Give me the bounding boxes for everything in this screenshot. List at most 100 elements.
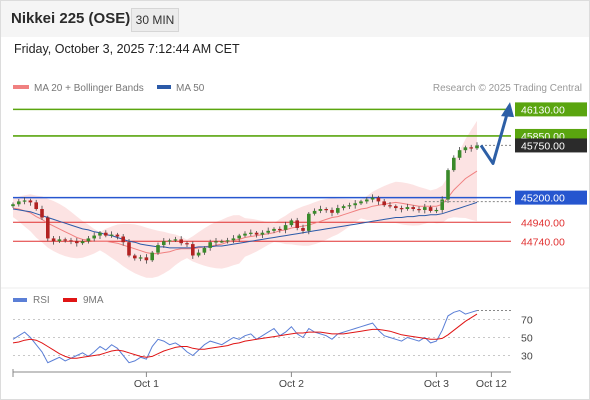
candle-body xyxy=(115,234,120,237)
bollinger-band xyxy=(13,120,477,278)
x-tick-label: Oct 12 xyxy=(476,378,507,390)
projection-arrowhead xyxy=(501,102,514,118)
candle-body xyxy=(104,232,108,236)
candle-body xyxy=(22,200,27,202)
candle-body xyxy=(225,240,230,242)
candle-body xyxy=(179,239,183,244)
level-label: 44940.00 xyxy=(521,217,565,229)
candle-body xyxy=(399,208,404,210)
candle-body xyxy=(162,241,166,246)
candle-body xyxy=(446,170,450,200)
chart-header: Nikkei 225 (OSE) 30 MIN xyxy=(1,1,589,37)
candle-body xyxy=(220,241,224,243)
candle-body xyxy=(202,247,207,253)
candle-body xyxy=(243,233,247,236)
candle-body xyxy=(167,240,172,242)
candle-body xyxy=(34,202,38,209)
candle-body xyxy=(405,207,410,209)
ma50-line xyxy=(12,201,478,249)
rsi-tick-label: 30 xyxy=(521,351,533,363)
candle-body xyxy=(370,197,375,200)
candle-body xyxy=(208,242,212,248)
candle-body xyxy=(411,207,415,209)
candle-body xyxy=(98,232,102,236)
candle-body xyxy=(17,201,21,205)
legend-swatch-ma20 xyxy=(13,85,29,89)
candle-body xyxy=(109,234,114,236)
candle-body xyxy=(11,204,15,207)
rsi-line xyxy=(12,309,478,364)
candle-body xyxy=(173,239,178,241)
candle-body xyxy=(347,205,352,207)
candle-body xyxy=(69,240,73,242)
candle-body xyxy=(434,209,439,212)
candle-body xyxy=(40,209,44,218)
candle-body xyxy=(359,201,363,204)
candle-body xyxy=(51,238,56,242)
candle-body xyxy=(266,230,270,233)
legend-swatch-9ma xyxy=(63,298,77,302)
candle-body xyxy=(138,257,143,259)
legend-label-ma20: MA 20 + Bollinger Bands xyxy=(34,83,144,94)
rsi-9ma-line xyxy=(12,313,478,359)
candle-body xyxy=(63,239,67,241)
x-tick-label: Oct 2 xyxy=(279,378,304,390)
candle-body xyxy=(318,209,323,211)
candle-body xyxy=(278,228,282,231)
candle-body xyxy=(214,241,218,243)
legend-label-9ma: 9MA xyxy=(83,295,104,306)
rsi-tick-label: 50 xyxy=(521,333,533,345)
legend-swatch-rsi xyxy=(13,298,27,302)
candle-body xyxy=(133,255,137,259)
candle-body xyxy=(150,252,154,261)
level-tag-bg xyxy=(515,190,587,205)
candle-body xyxy=(191,244,195,256)
candle-body xyxy=(336,208,340,213)
candle-body xyxy=(388,205,392,207)
candle-body xyxy=(463,147,468,151)
candle-body xyxy=(249,232,253,234)
candle-body xyxy=(341,206,346,209)
candle-body xyxy=(185,243,189,245)
x-tick-label: Oct 1 xyxy=(134,378,159,390)
candle-body xyxy=(452,157,456,171)
legend-label-rsi: RSI xyxy=(33,295,50,306)
candle-body xyxy=(376,197,381,202)
candle-body xyxy=(428,207,433,211)
candle-body xyxy=(330,209,334,213)
level-label: 44740.00 xyxy=(521,236,565,248)
candle-body xyxy=(457,150,462,158)
candle-body xyxy=(92,235,96,239)
candle-body xyxy=(417,209,421,211)
candle-body xyxy=(289,220,294,226)
ma20-line xyxy=(12,170,478,255)
instrument-title: Nikkei 225 (OSE) xyxy=(11,10,131,27)
timeframe-selector[interactable]: 30 MIN xyxy=(131,8,179,32)
candle-body xyxy=(196,252,201,256)
candle-body xyxy=(475,145,479,149)
candle-body xyxy=(121,236,125,243)
candle-body xyxy=(365,199,369,202)
level-label: 45200.00 xyxy=(521,193,565,205)
candle-body xyxy=(423,207,427,210)
candle-body xyxy=(382,201,386,206)
candle-body xyxy=(237,235,241,239)
candle-body xyxy=(394,206,398,209)
candle-body xyxy=(46,217,50,239)
candle-body xyxy=(75,241,79,244)
candle-body xyxy=(272,228,276,231)
candle-body xyxy=(231,238,236,241)
candle-body xyxy=(260,232,265,235)
legend-label-ma50: MA 50 xyxy=(176,83,205,94)
credit-text: Research © 2025 Trading Central xyxy=(433,83,582,94)
candle-body xyxy=(440,199,444,210)
candle-body xyxy=(156,245,160,253)
candle-body xyxy=(28,200,33,203)
candle-body xyxy=(57,239,62,242)
candle-body xyxy=(312,210,317,214)
level-tag-bg xyxy=(515,102,587,117)
level-label: 45750.00 xyxy=(521,140,565,152)
x-tick-label: Oct 3 xyxy=(424,378,449,390)
